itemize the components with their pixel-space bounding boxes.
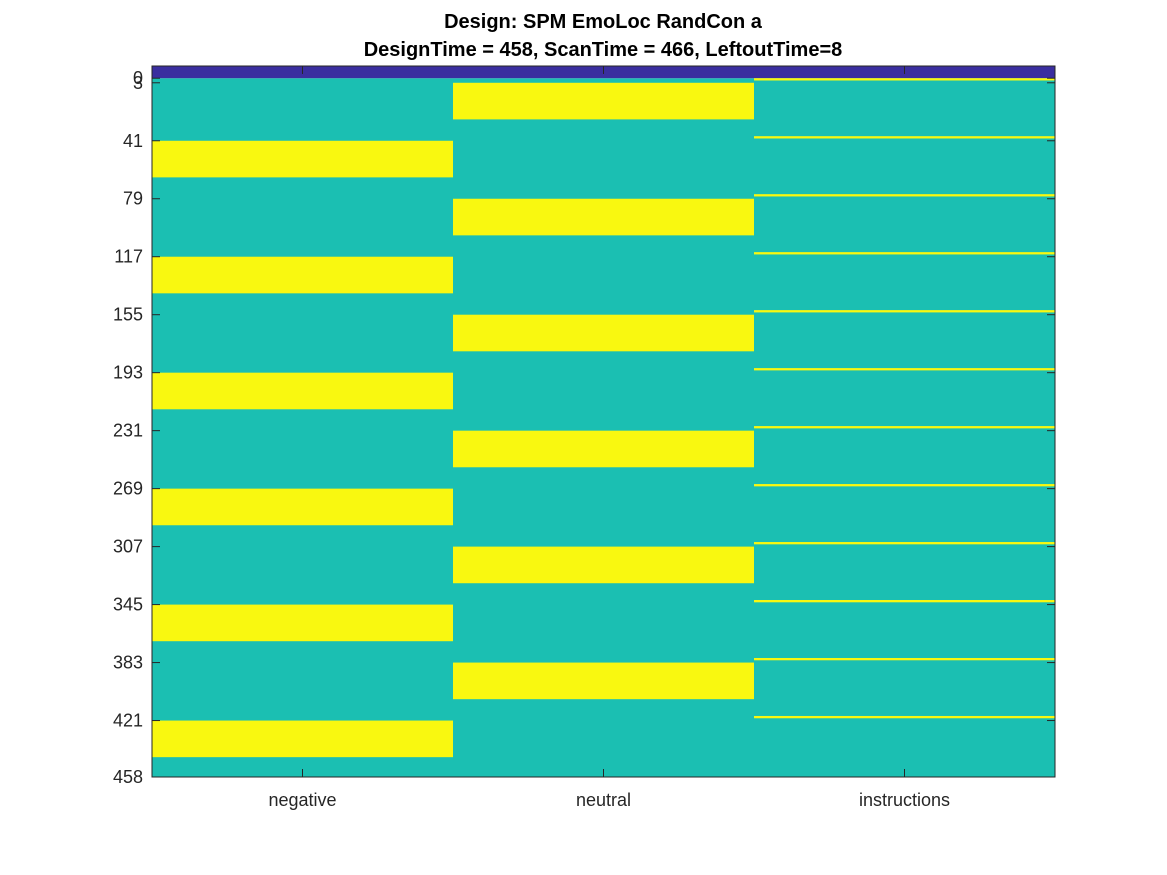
y-tick-label-421: 421 xyxy=(113,711,143,731)
on-block-instructions-10 xyxy=(754,657,1055,661)
on-block-neutral-5 xyxy=(453,662,754,700)
y-tick-label-345: 345 xyxy=(113,595,143,615)
on-block-instructions-6 xyxy=(754,426,1055,429)
y-tick-label-3: 3 xyxy=(133,73,143,93)
y-tick-label-231: 231 xyxy=(113,421,143,441)
y-tick-label-307: 307 xyxy=(113,537,143,557)
axis-ticks xyxy=(152,66,1055,778)
axis-tick-labels: 03 41 79 117 155 193 231 269 307 345 383 421 458 nega… xyxy=(113,68,950,810)
heatmap-plot-area xyxy=(152,66,1055,778)
on-block-instructions-11 xyxy=(754,715,1055,719)
x-tick-label-instructions: instructions xyxy=(859,790,950,810)
y-tick-label-193: 193 xyxy=(113,363,143,383)
x-tick-label-negative: negative xyxy=(268,790,336,810)
on-block-instructions-7 xyxy=(754,484,1055,487)
on-block-instructions-0 xyxy=(754,78,1055,81)
on-block-neutral-2 xyxy=(453,314,754,352)
axes-frame xyxy=(151,65,1056,778)
y-tick-label-269: 269 xyxy=(113,479,143,499)
on-block-negative-0 xyxy=(152,140,453,178)
on-block-negative-2 xyxy=(152,372,453,410)
chart-title-line-2: DesignTime = 458, ScanTime = 466, Leftou… xyxy=(364,39,843,61)
y-tick-label-0: 0 xyxy=(133,68,143,88)
y-tick-label-117: 117 xyxy=(114,247,143,267)
on-block-instructions-3 xyxy=(754,252,1055,255)
y-tick-label-79: 79 xyxy=(123,189,143,209)
on-block-instructions-4 xyxy=(754,310,1055,313)
on-block-instructions-8 xyxy=(754,542,1055,545)
y-tick-label-458: 458 xyxy=(113,767,143,787)
y-tick-label-155: 155 xyxy=(113,305,143,325)
on-block-negative-1 xyxy=(152,256,453,294)
on-block-instructions-2 xyxy=(754,194,1055,197)
y-tick-label-41: 41 xyxy=(123,131,143,151)
chart-title-line-1: Design: SPM EmoLoc RandCon a xyxy=(444,11,763,33)
on-block-instructions-1 xyxy=(754,136,1055,139)
on-block-neutral-1 xyxy=(453,198,754,236)
on-block-negative-3 xyxy=(152,488,453,526)
on-block-negative-5 xyxy=(152,720,453,758)
on-block-neutral-4 xyxy=(453,546,754,584)
on-block-negative-4 xyxy=(152,604,453,642)
on-block-neutral-3 xyxy=(453,430,754,468)
on-block-instructions-9 xyxy=(754,600,1055,603)
y-tick-label-383: 383 xyxy=(113,653,143,673)
on-block-neutral-0 xyxy=(453,82,754,120)
x-tick-label-neutral: neutral xyxy=(576,790,631,810)
on-block-instructions-5 xyxy=(754,368,1055,371)
